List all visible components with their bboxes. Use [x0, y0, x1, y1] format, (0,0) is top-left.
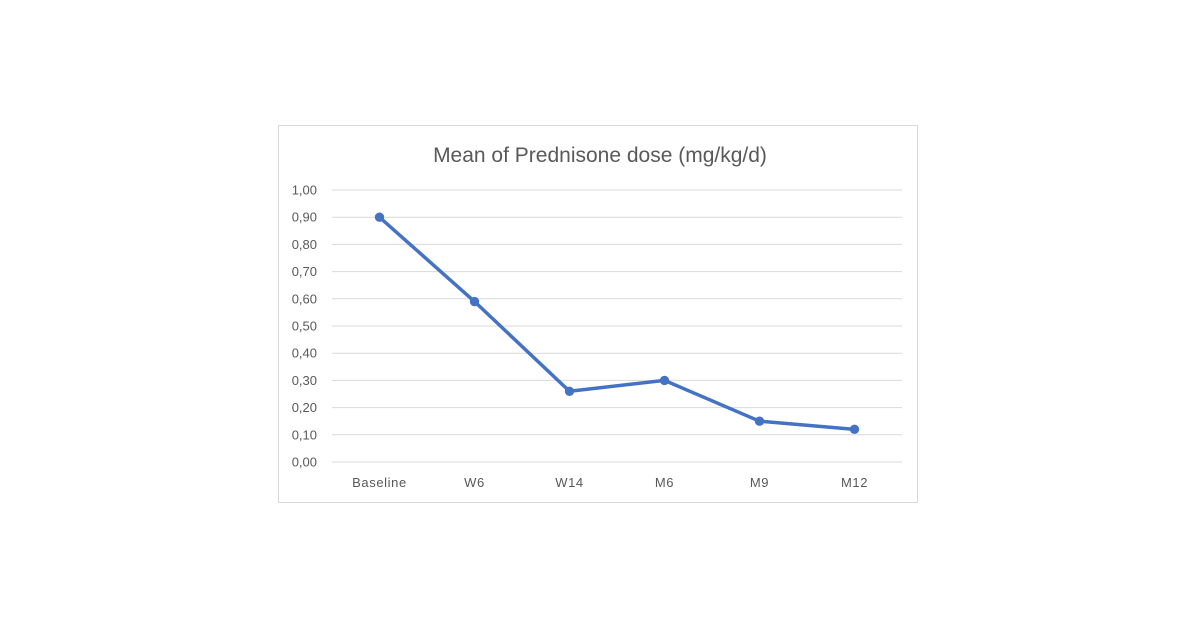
x-category-label: W6 — [464, 475, 485, 490]
y-tick-label: 0,60 — [292, 291, 317, 306]
data-point — [754, 416, 765, 426]
x-category-label: W14 — [555, 475, 584, 490]
data-point — [469, 296, 480, 307]
data-point — [849, 424, 860, 435]
series-layer — [374, 212, 860, 435]
y-tick-label: 0,20 — [292, 400, 317, 415]
y-tick-label: 0,80 — [292, 237, 317, 252]
x-category-label: M6 — [655, 475, 674, 490]
y-tick-label: 0,90 — [292, 210, 317, 225]
y-tick-label: 1,00 — [292, 183, 317, 198]
x-category-label: M9 — [750, 475, 769, 490]
y-tick-label: 0,10 — [292, 427, 317, 442]
gridlines — [332, 189, 902, 463]
y-tick-label: 0,00 — [292, 455, 317, 470]
x-category-label: Baseline — [352, 475, 407, 490]
y-axis-tick-labels: 0,00 0,10 0,20 0,30 0,40 0,50 0,60 0,70 0,80 0,90… — [292, 183, 317, 470]
chart-title: Mean of Prednisone dose (mg/kg/d) — [433, 144, 767, 167]
x-category-label: M12 — [841, 475, 868, 490]
y-tick-label: 0,50 — [292, 319, 317, 334]
y-tick-label: 0,70 — [292, 264, 317, 279]
data-point — [659, 375, 670, 386]
y-tick-label: 0,40 — [292, 346, 317, 361]
y-tick-label: 0,30 — [292, 373, 317, 388]
x-axis-category-labels: Baseline W6 W14 M6 M9 M12 — [352, 475, 868, 490]
series-line — [377, 215, 857, 432]
data-point — [374, 212, 385, 222]
data-point — [564, 386, 575, 396]
chart-area — [278, 125, 918, 503]
